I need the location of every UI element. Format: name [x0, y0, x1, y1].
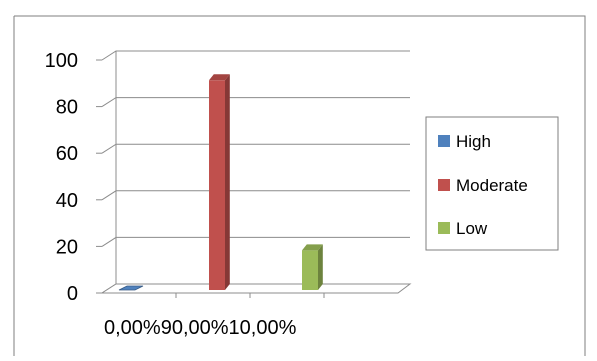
chart-border — [13, 15, 586, 356]
gridline — [101, 143, 410, 154]
y-tick-label: 80 — [56, 97, 78, 119]
y-tick-label: 40 — [56, 190, 78, 212]
bar-high — [118, 285, 144, 291]
x-axis-category-labels: 0,00%90,00%10,00% — [104, 317, 297, 339]
y-axis-tick-labels: 0 20 40 60 80 100 — [45, 50, 78, 305]
gridline — [101, 97, 410, 108]
bar-side — [225, 74, 230, 290]
gridline — [101, 50, 410, 61]
legend-swatch-high — [438, 135, 450, 147]
back-wall-edge — [101, 51, 117, 294]
gridline — [101, 190, 410, 201]
bar-side — [318, 244, 323, 290]
floor — [100, 283, 412, 294]
chart-walls — [100, 51, 412, 294]
legend: High Moderate Low — [425, 116, 559, 251]
bar-top — [118, 285, 144, 291]
legend-swatch-moderate — [438, 179, 450, 191]
legend-label-high: High — [456, 132, 491, 151]
bar-front — [209, 80, 225, 290]
bars — [118, 74, 323, 291]
gridline — [101, 236, 410, 247]
y-tick-label: 0 — [67, 283, 78, 305]
y-tick-label: 60 — [56, 143, 78, 165]
bar-top — [302, 244, 323, 251]
legend-label-low: Low — [456, 219, 488, 238]
y-tick-label: 100 — [45, 50, 78, 72]
bar-moderate — [209, 74, 230, 290]
legend-swatch-low — [438, 222, 450, 234]
bar-low — [302, 244, 323, 290]
gridlines — [96, 50, 410, 298]
bar-front — [302, 250, 318, 290]
y-tick-label: 20 — [56, 236, 78, 258]
legend-label-moderate: Moderate — [456, 176, 528, 195]
bar-top — [209, 74, 230, 81]
